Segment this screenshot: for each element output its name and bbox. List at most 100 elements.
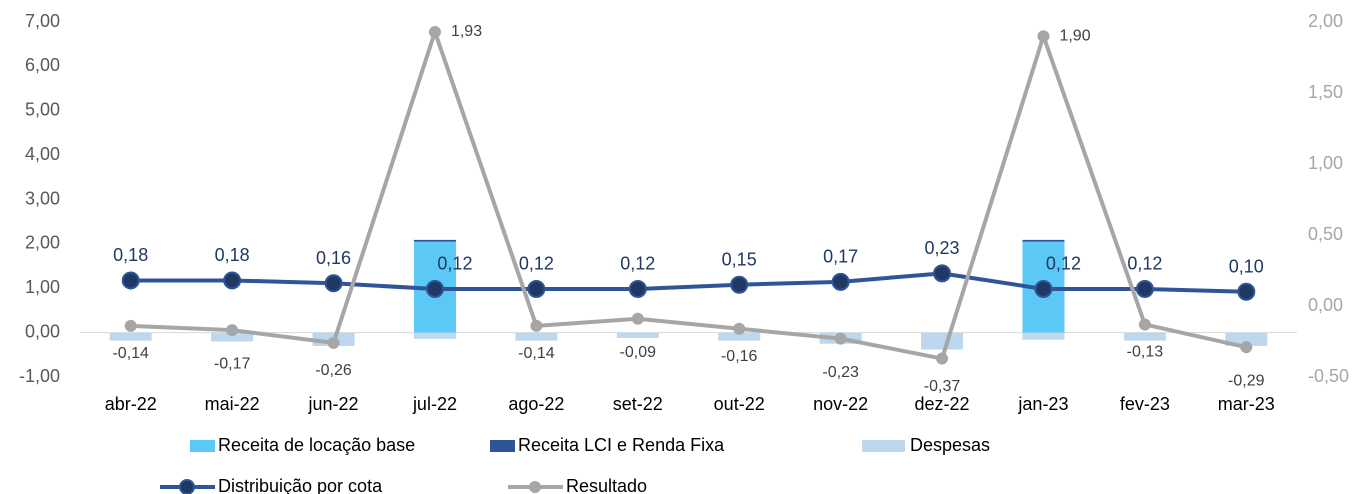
bar: [413, 239, 456, 242]
bar: [616, 332, 659, 338]
marker: [527, 279, 546, 298]
marker: [628, 279, 647, 298]
marker: [1135, 279, 1154, 298]
data-label: 0,23: [925, 238, 960, 258]
data-label: 0,16: [316, 248, 351, 268]
marker: [1240, 341, 1253, 354]
x-tick-label: abr-22: [105, 394, 157, 414]
data-label: -0,26: [315, 362, 352, 379]
x-tick-label: jan-23: [1017, 394, 1068, 414]
bar: [413, 332, 456, 339]
bar: [515, 332, 558, 341]
marker: [1138, 318, 1151, 331]
legend-marker: [529, 481, 541, 493]
legend-label: Receita LCI e Renda Fixa: [518, 435, 725, 455]
marker: [1034, 279, 1053, 298]
y-tick-label: 6,00: [25, 55, 60, 75]
bar: [1225, 332, 1268, 346]
y-tick-label: 2,00: [25, 233, 60, 253]
marker: [936, 352, 949, 365]
y-tick-label: 7,00: [25, 11, 60, 31]
y-tick-label: 4,00: [25, 144, 60, 164]
y-tick-label: 1,00: [25, 277, 60, 297]
marker: [1037, 30, 1050, 43]
data-label: -0,16: [721, 348, 758, 365]
y2-tick-label: -0,50: [1308, 366, 1349, 386]
legend-label: Resultado: [566, 476, 647, 494]
data-label: 0,18: [113, 245, 148, 265]
y-tick-label: -1,00: [19, 366, 60, 386]
marker: [1237, 282, 1256, 301]
x-tick-label: jun-22: [308, 394, 359, 414]
marker: [730, 275, 749, 294]
y-tick-label: 3,00: [25, 188, 60, 208]
bar: [921, 332, 964, 350]
x-tick-label: fev-23: [1120, 394, 1170, 414]
bar: [109, 332, 152, 341]
marker: [425, 279, 444, 298]
bar: [1123, 332, 1166, 341]
marker: [530, 319, 543, 332]
data-label: 0,12: [437, 254, 472, 274]
y2-tick-label: 0,50: [1308, 224, 1343, 244]
data-label: -0,13: [1127, 344, 1164, 361]
data-label: -0,14: [112, 345, 149, 362]
x-tick-label: ago-22: [508, 394, 564, 414]
data-label: 1,90: [1059, 27, 1090, 44]
data-label: 0,17: [823, 247, 858, 267]
data-label: -0,37: [924, 378, 961, 395]
marker: [124, 319, 137, 332]
data-label: 0,12: [1127, 254, 1162, 274]
y2-tick-label: 0,00: [1308, 295, 1343, 315]
data-label: -0,09: [620, 344, 657, 361]
data-label: 0,12: [620, 254, 655, 274]
data-label: 0,10: [1229, 257, 1264, 277]
y2-tick-label: 1,50: [1308, 82, 1343, 102]
marker: [631, 312, 644, 325]
data-label: 0,18: [215, 245, 250, 265]
marker: [831, 272, 850, 291]
legend-label: Distribuição por cota: [218, 476, 383, 494]
x-tick-label: nov-22: [813, 394, 868, 414]
bar: [1022, 332, 1065, 340]
legend-swatch: [190, 440, 215, 452]
data-label: -0,23: [822, 364, 859, 381]
x-tick-label: dez-22: [915, 394, 970, 414]
y-tick-label: 0,00: [25, 321, 60, 341]
x-tick-label: out-22: [714, 394, 765, 414]
marker: [324, 274, 343, 293]
marker: [327, 336, 340, 349]
legend-marker: [179, 479, 195, 494]
marker: [223, 271, 242, 290]
marker: [733, 322, 746, 335]
legend-swatch: [862, 440, 905, 452]
data-label: 0,15: [722, 249, 757, 269]
x-tick-label: set-22: [613, 394, 663, 414]
y2-tick-label: 2,00: [1308, 11, 1343, 31]
legend-label: Receita de locação base: [218, 435, 415, 455]
marker: [428, 25, 441, 38]
x-tick-label: jul-22: [412, 394, 457, 414]
data-label: 0,12: [519, 254, 554, 274]
marker: [226, 324, 239, 337]
data-label: -0,29: [1228, 372, 1265, 389]
bar: [718, 332, 761, 341]
marker: [933, 264, 952, 283]
x-tick-label: mai-22: [205, 394, 260, 414]
data-label: 1,93: [451, 23, 482, 40]
legend-label: Despesas: [910, 435, 990, 455]
y-tick-label: 5,00: [25, 100, 60, 120]
data-label: -0,14: [518, 345, 555, 362]
legend-swatch: [490, 440, 515, 452]
data-label: 0,12: [1046, 254, 1081, 274]
line: [130, 271, 1247, 294]
line: [130, 25, 1247, 361]
marker: [121, 271, 140, 290]
bar: [1022, 239, 1065, 242]
x-tick-label: mar-23: [1218, 394, 1275, 414]
data-label: -0,17: [214, 355, 251, 372]
bar: [211, 332, 254, 342]
y2-tick-label: 1,00: [1308, 153, 1343, 173]
